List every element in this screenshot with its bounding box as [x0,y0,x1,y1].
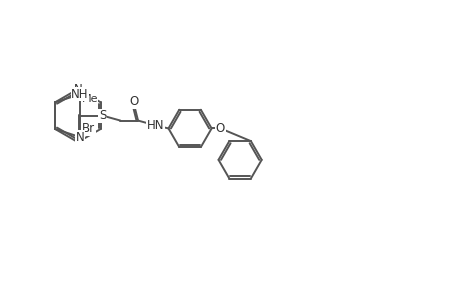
Text: HN: HN [146,119,164,132]
Text: N: N [73,82,82,96]
Text: O: O [129,95,139,108]
Text: N: N [76,130,84,144]
Text: Me: Me [81,94,98,104]
Text: Br: Br [82,122,95,135]
Text: S: S [99,109,106,122]
Text: O: O [215,122,224,135]
Text: NH: NH [71,88,89,101]
